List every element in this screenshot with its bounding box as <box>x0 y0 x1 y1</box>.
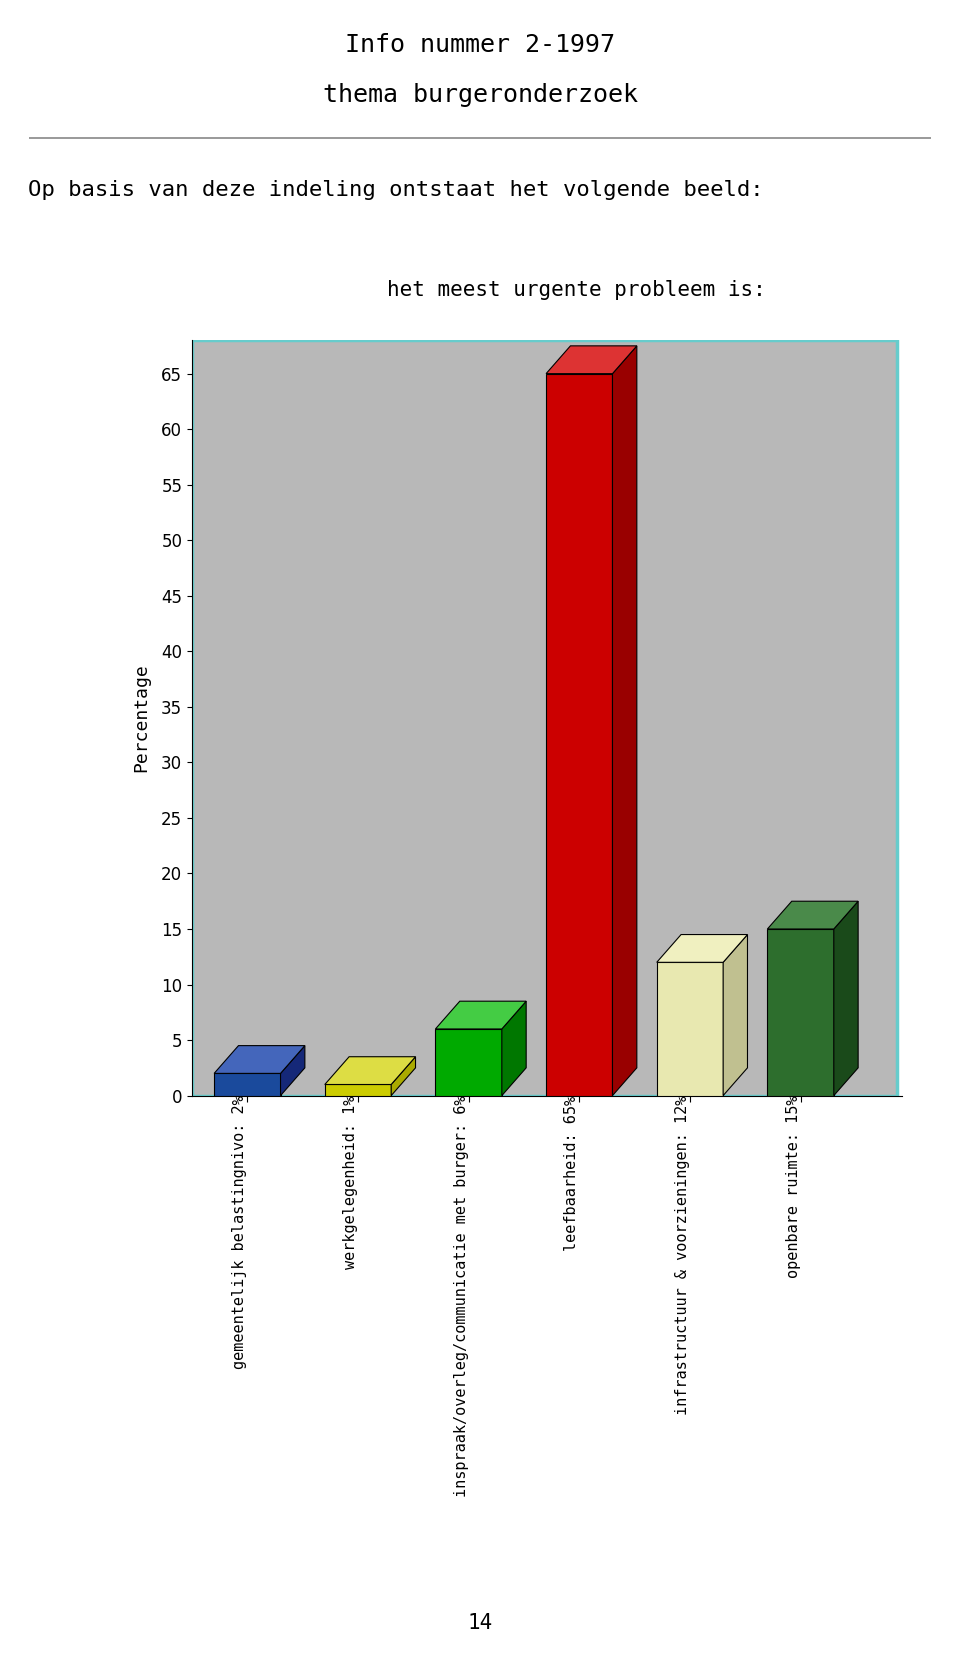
Polygon shape <box>657 935 748 963</box>
Text: Info nummer 2-1997: Info nummer 2-1997 <box>345 33 615 56</box>
Polygon shape <box>546 374 612 1096</box>
Polygon shape <box>723 935 748 1096</box>
Polygon shape <box>502 1001 526 1096</box>
Polygon shape <box>280 1046 305 1096</box>
Polygon shape <box>612 345 636 1096</box>
Polygon shape <box>214 1074 280 1096</box>
Polygon shape <box>192 340 897 1096</box>
Polygon shape <box>657 963 723 1096</box>
Text: werkgelegenheid: 1%: werkgelegenheid: 1% <box>343 1096 358 1268</box>
Text: openbare ruimte: 15%: openbare ruimte: 15% <box>785 1096 801 1278</box>
Text: leefbaarheid: 65%: leefbaarheid: 65% <box>564 1096 579 1250</box>
Polygon shape <box>436 1001 526 1029</box>
Polygon shape <box>767 901 858 930</box>
Text: het meest urgente probleem is:: het meest urgente probleem is: <box>387 281 765 300</box>
Text: 14: 14 <box>468 1612 492 1633</box>
Text: gemeentelijk belastingnivo: 2%: gemeentelijk belastingnivo: 2% <box>232 1096 248 1370</box>
Polygon shape <box>214 1046 305 1074</box>
Polygon shape <box>767 930 834 1096</box>
Text: infrastructuur & voorzieningen: 12%: infrastructuur & voorzieningen: 12% <box>675 1096 690 1414</box>
Polygon shape <box>546 345 636 374</box>
Y-axis label: Percentage: Percentage <box>132 664 150 772</box>
Text: thema burgeronderzoek: thema burgeronderzoek <box>323 83 637 108</box>
Polygon shape <box>324 1057 416 1084</box>
Polygon shape <box>324 1084 391 1096</box>
Polygon shape <box>834 901 858 1096</box>
Polygon shape <box>436 1029 502 1096</box>
Text: inspraak/overleg/communicatie met burger: 6%: inspraak/overleg/communicatie met burger… <box>454 1096 468 1497</box>
Text: Op basis van deze indeling ontstaat het volgende beeld:: Op basis van deze indeling ontstaat het … <box>29 181 764 201</box>
Polygon shape <box>391 1057 416 1096</box>
